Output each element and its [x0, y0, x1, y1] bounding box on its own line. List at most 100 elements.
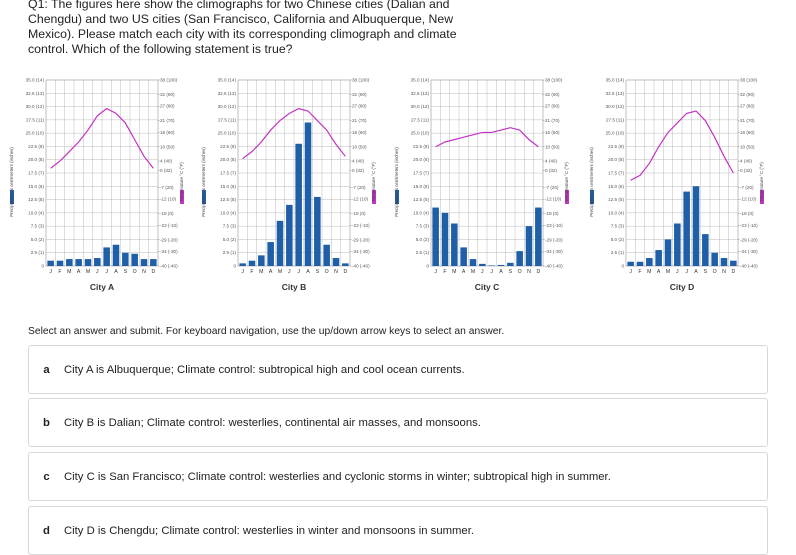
y-tick-label: 0	[233, 264, 236, 269]
precipitation-bar	[525, 226, 533, 266]
temp-key	[565, 190, 569, 204]
x-tick-label: F	[58, 269, 61, 275]
y2-tick-label: 27 (80)	[545, 104, 560, 109]
x-tick-label: A	[114, 269, 118, 275]
precipitation-bar	[131, 253, 138, 266]
instructions: Select an answer and submit. For keyboar…	[28, 326, 505, 337]
y-tick-label: 7.5 (3)	[416, 224, 430, 229]
y2-tick-label: 38 (100)	[160, 78, 178, 83]
y2-tick-label: 4 (40)	[352, 159, 364, 164]
precipitation-bar	[276, 220, 284, 266]
option-letter: a	[43, 363, 50, 376]
y2-tick-label: 4 (40)	[160, 159, 172, 164]
y-tick-label: 17.5 (7)	[608, 171, 624, 176]
x-tick-label: D	[151, 269, 155, 275]
x-tick-label: F	[638, 269, 641, 275]
y-tick-label: 25.0 (10)	[411, 131, 430, 136]
precipitation-bar	[314, 196, 321, 266]
y2-tick-label: 32 (90)	[160, 92, 175, 97]
precipitation-bar	[56, 260, 64, 266]
precipitation-bar	[267, 242, 274, 266]
chart-caption: City A	[90, 282, 114, 292]
y-tick-label: 32.5 (13)	[26, 91, 45, 96]
precipitation-bar	[103, 247, 110, 266]
precipitation-bar	[441, 212, 449, 266]
precipitation-bar	[140, 259, 148, 266]
y2-tick-label: -7 (20)	[545, 185, 559, 190]
precip-key	[395, 190, 399, 204]
precipitation-bar	[295, 143, 302, 266]
y-tick-label: 32.5 (13)	[411, 91, 430, 96]
y2-tick-label: -18 (0)	[740, 211, 754, 216]
answer-option[interactable]: d City D is Chengdu; Climate control: wes…	[28, 506, 768, 555]
x-tick-label: J	[49, 269, 52, 275]
y2-tick-label: -29 (-20)	[740, 237, 758, 242]
x-tick-label: M	[67, 269, 71, 275]
precipitation-bar	[75, 259, 82, 266]
y2-tick-label: -18 (0)	[160, 211, 174, 216]
y-tick-label: 22.5 (9)	[608, 144, 624, 149]
y-tick-label: 2.5 (1)	[223, 250, 237, 255]
y2-tick-label: -40 (-40)	[160, 264, 178, 269]
y-tick-label: 27.5 (11)	[411, 117, 430, 122]
y2-tick-label: 0 (32)	[352, 168, 364, 173]
answer-option[interactable]: b City B is Dalian; Climate control: west…	[28, 398, 768, 447]
y-tick-label: 30.0 (12)	[606, 104, 625, 109]
precipitation-bar	[627, 261, 634, 266]
x-tick-label: M	[259, 269, 263, 275]
y2-axis-title: Temperature °C (°F)	[371, 162, 376, 202]
y-tick-label: 2.5 (1)	[416, 250, 430, 255]
precipitation-bar	[332, 258, 340, 266]
x-tick-label: S	[509, 269, 513, 275]
y2-tick-label: -7 (20)	[740, 185, 754, 190]
y2-tick-label: -18 (0)	[545, 211, 559, 216]
precipitation-bar	[122, 252, 129, 266]
x-tick-label: J	[685, 269, 688, 275]
x-tick-label: M	[278, 269, 282, 275]
precipitation-bar	[655, 250, 662, 266]
x-tick-label: N	[527, 269, 531, 275]
y-axis-title: Precipitation in centimeters (inches)	[589, 147, 594, 217]
precipitation-bar	[258, 255, 265, 266]
y-axis-title: Precipitation in centimeters (inches)	[201, 147, 206, 217]
y2-tick-label: -12 (10)	[545, 197, 562, 202]
y2-tick-label: 10 (50)	[545, 144, 560, 149]
x-tick-label: A	[306, 269, 310, 275]
precipitation-bar	[535, 207, 542, 266]
answer-option[interactable]: c City C is San Francisco; Climate contro…	[28, 452, 768, 501]
x-tick-label: A	[77, 269, 81, 275]
x-tick-label: J	[297, 269, 300, 275]
y-tick-label: 12.5 (5)	[608, 197, 624, 202]
y2-tick-label: -34 (-30)	[352, 249, 370, 254]
precipitation-bar	[66, 259, 73, 266]
temp-key	[180, 190, 184, 204]
temperature-line	[50, 107, 154, 169]
y-tick-label: 10.0 (4)	[413, 210, 429, 215]
y2-tick-label: 10 (50)	[160, 144, 175, 149]
y-tick-label: 30.0 (12)	[218, 104, 237, 109]
precipitation-bar	[248, 260, 256, 266]
precip-key	[202, 190, 206, 204]
y-tick-label: 2.5 (1)	[611, 250, 625, 255]
x-tick-label: J	[96, 269, 99, 275]
x-tick-label: O	[713, 269, 717, 275]
x-tick-label: N	[142, 269, 146, 275]
y-tick-label: 7.5 (3)	[31, 224, 45, 229]
y2-tick-label: -23 (-10)	[352, 223, 370, 228]
y2-tick-label: -29 (-20)	[545, 237, 563, 242]
x-tick-label: O	[518, 269, 522, 275]
answer-option[interactable]: a City A is Albuquerque; Climate control:…	[28, 345, 768, 394]
x-tick-label: J	[481, 269, 484, 275]
y-tick-label: 15.0 (6)	[220, 184, 236, 189]
x-tick-label: S	[124, 269, 128, 275]
y2-tick-label: 4 (40)	[545, 159, 557, 164]
y2-tick-label: -40 (-40)	[352, 264, 370, 269]
y2-tick-label: 32 (90)	[545, 92, 560, 97]
y-tick-label: 12.5 (5)	[220, 197, 236, 202]
y-tick-label: 32.5 (13)	[218, 91, 237, 96]
y-tick-label: 22.5 (9)	[413, 144, 429, 149]
y2-tick-label: 16 (60)	[545, 130, 560, 135]
precipitation-bar	[711, 252, 718, 266]
x-tick-label: F	[250, 269, 253, 275]
